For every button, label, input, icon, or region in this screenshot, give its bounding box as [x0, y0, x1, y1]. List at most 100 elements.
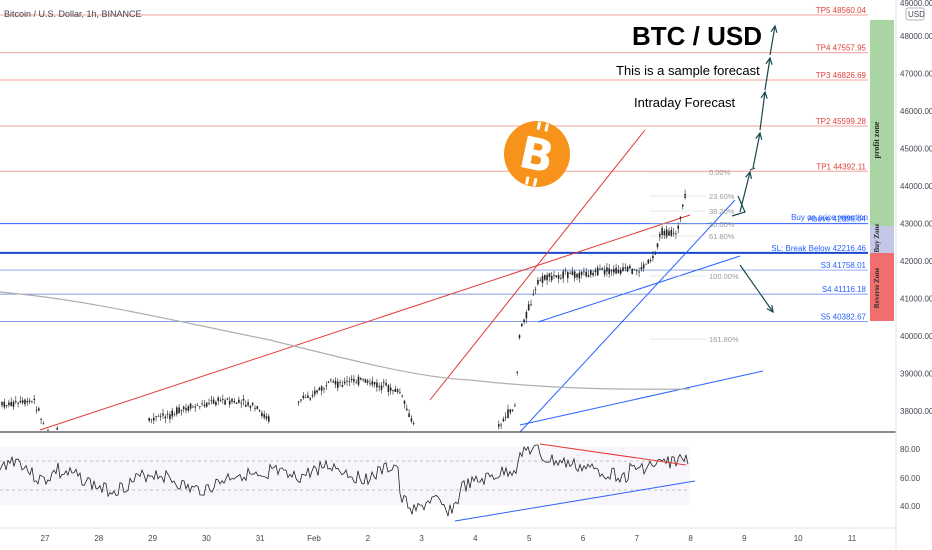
candle-body — [504, 416, 507, 418]
candle-body — [212, 399, 215, 404]
candle-body — [28, 400, 31, 402]
candle-body — [587, 275, 590, 277]
red-steep-line — [429, 129, 646, 401]
level-label: TP5 48560.04 — [816, 6, 867, 15]
arrow-head — [745, 170, 753, 179]
candle-body — [297, 401, 300, 403]
candle-body — [546, 274, 548, 281]
candle-body — [412, 423, 415, 425]
candle-body — [659, 234, 661, 238]
candle-body — [569, 273, 571, 274]
time-tick-label: 6 — [581, 534, 586, 543]
candle-body — [576, 274, 578, 278]
candle-body — [325, 385, 328, 386]
candle-body — [155, 416, 157, 418]
drawings — [0, 129, 764, 433]
arrow-line — [731, 195, 746, 217]
arrow-line — [739, 264, 774, 313]
candle-body — [622, 267, 624, 271]
candle-body — [231, 398, 233, 402]
candle-body — [3, 401, 6, 408]
candle-body — [592, 272, 594, 276]
price-tick-label: 42000.00 — [900, 257, 932, 266]
time-tick-label: 29 — [148, 534, 157, 543]
candle-body — [240, 402, 242, 404]
candle-body — [396, 389, 399, 392]
candle-body — [304, 397, 307, 398]
candle-body — [603, 269, 606, 275]
red-trend-line — [39, 214, 691, 431]
level-label: SL: Break Below 42216.46 — [771, 244, 866, 253]
candle-body — [392, 390, 394, 392]
candle-body — [573, 271, 576, 278]
currency-badge[interactable] — [905, 7, 925, 21]
candle-body — [636, 270, 638, 272]
candle-body — [164, 416, 167, 419]
arrow-line — [752, 132, 761, 169]
price-axis[interactable]: 48000.00 47000.00 46000.00 45000.00 44000.00… — [900, 32, 932, 416]
time-axis[interactable]: 27 28 29 30 31 Feb 2 3 4 5 6 7 8 9 10 11 — [41, 534, 857, 543]
candle-body — [567, 271, 569, 279]
candle-body — [557, 275, 560, 279]
candle-body — [640, 267, 643, 270]
candle-body — [502, 418, 505, 422]
candle-body — [682, 204, 684, 207]
candle-body — [675, 233, 677, 235]
time-tick-label: 3 — [419, 534, 424, 543]
forecast-arrows — [731, 24, 778, 314]
rsi-tick-label: 80.00 — [900, 445, 921, 454]
candle-body — [514, 405, 516, 407]
candle-body — [263, 414, 265, 418]
arrow-head — [755, 131, 763, 140]
arrow-head — [766, 304, 774, 314]
candle-body — [530, 304, 532, 306]
candle-body — [366, 380, 369, 383]
candle-body — [511, 409, 514, 411]
candle-body — [590, 270, 592, 275]
candle-body — [178, 407, 180, 414]
price-tick-label: 41000.00 — [900, 295, 932, 304]
candle-body — [302, 395, 305, 399]
candle-body — [21, 400, 24, 403]
price-tick-label: 40000.00 — [900, 332, 932, 341]
rsi-blue-trend — [454, 480, 696, 522]
candle-body — [330, 379, 332, 381]
fib-label: 50.00% — [709, 220, 735, 229]
candle-body — [594, 270, 597, 273]
candle-body — [532, 293, 535, 295]
candle-body — [215, 402, 217, 406]
candle-body — [672, 232, 675, 234]
blue-lower-line — [519, 370, 764, 426]
time-tick-label: 28 — [94, 534, 103, 543]
candle-body — [254, 407, 256, 409]
candle-body — [527, 304, 530, 311]
candle-body — [222, 399, 224, 401]
candle-body — [679, 216, 682, 219]
candle-body — [199, 406, 201, 408]
candle-body — [360, 378, 362, 380]
candle-body — [638, 271, 640, 273]
candle-body — [656, 243, 659, 248]
candle-body — [387, 385, 390, 393]
candle-body — [192, 406, 194, 408]
candle-body — [507, 409, 509, 418]
candle-body — [654, 253, 656, 255]
blue-channel-line — [537, 255, 741, 323]
candle-body — [523, 319, 525, 323]
candle-body — [642, 264, 645, 269]
candle-body — [518, 335, 521, 338]
buy-zone — [870, 226, 894, 253]
candle-body — [256, 406, 259, 409]
candle-body — [525, 312, 528, 319]
fib-label: 100.00% — [709, 272, 739, 281]
time-tick-label: 31 — [256, 534, 265, 543]
forecast-note: Intraday Forecast — [634, 95, 736, 110]
candle-body — [670, 229, 673, 237]
candle-body — [35, 409, 38, 411]
level-label: S5 40382.67 — [821, 313, 867, 322]
time-tick-label: 30 — [202, 534, 211, 543]
level-label: S4 41116.18 — [822, 285, 867, 294]
candle-body — [371, 381, 374, 385]
forecast-subtitle: This is a sample forecast — [616, 63, 760, 78]
